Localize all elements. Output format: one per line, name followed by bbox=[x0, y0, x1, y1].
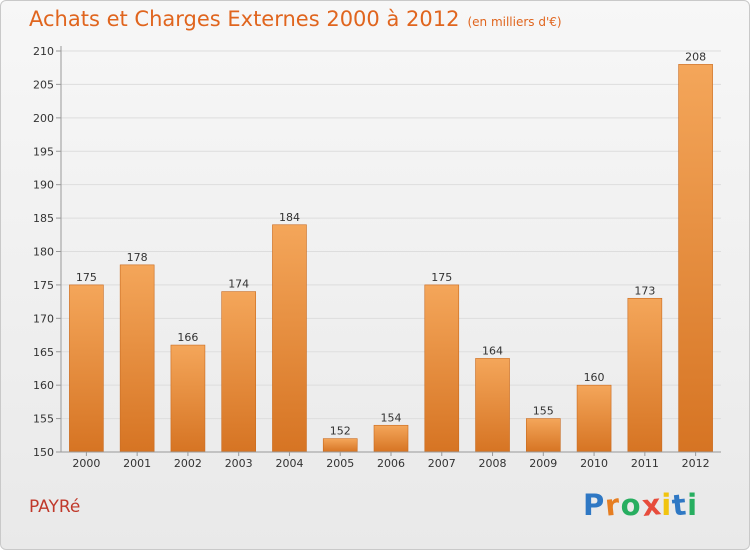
axes: 150 155 160 165 170 175 180 185 190 195 200 205 210 2… bbox=[33, 45, 721, 470]
y-tick-label: 205 bbox=[33, 78, 54, 91]
title-unit: (en milliers d'€) bbox=[467, 15, 562, 29]
bar-2002 bbox=[170, 344, 206, 453]
y-tick-label: 190 bbox=[33, 179, 54, 192]
grid-lines bbox=[61, 50, 721, 453]
bar-2011 bbox=[627, 297, 663, 453]
bar-2005 bbox=[322, 438, 358, 453]
logo-letter: i bbox=[661, 488, 673, 522]
bar-2012 bbox=[678, 64, 713, 453]
logo-letter: x bbox=[639, 487, 663, 523]
bar-value-label: 160 bbox=[584, 371, 605, 384]
bar-value-label: 175 bbox=[431, 271, 452, 284]
y-tick-label: 155 bbox=[33, 413, 54, 426]
y-tick-label: 200 bbox=[33, 112, 54, 125]
x-tick-label: 2012 bbox=[682, 457, 710, 470]
bar-value-label: 164 bbox=[482, 344, 503, 357]
y-tick-label: 160 bbox=[33, 379, 54, 392]
bar-value-label: 175 bbox=[76, 271, 97, 284]
bar-2004 bbox=[272, 224, 307, 453]
logo-letter: r bbox=[603, 487, 623, 523]
y-tick-label: 195 bbox=[33, 145, 54, 158]
bar-value-label: 184 bbox=[279, 211, 300, 224]
y-tick-label: 150 bbox=[33, 446, 54, 459]
proxiti-logo: Proxiti bbox=[583, 487, 699, 523]
bar-2010 bbox=[576, 384, 612, 453]
bar-value-label: 155 bbox=[533, 405, 554, 418]
y-tick-label: 165 bbox=[33, 346, 54, 359]
bar-2006 bbox=[373, 424, 409, 453]
x-tick-label: 2009 bbox=[529, 457, 557, 470]
y-tick-label: 180 bbox=[33, 246, 54, 259]
x-tick-label: 2003 bbox=[225, 457, 253, 470]
x-tick-label: 2006 bbox=[377, 457, 405, 470]
bar-value-label: 178 bbox=[127, 251, 148, 264]
bar-2003 bbox=[221, 291, 256, 453]
logo-letter: P bbox=[583, 488, 606, 522]
x-tick-label: 2010 bbox=[580, 457, 608, 470]
bars bbox=[69, 64, 713, 453]
y-tick-label: 175 bbox=[33, 279, 54, 292]
bar-2007 bbox=[424, 284, 460, 453]
y-tick-label: 210 bbox=[33, 45, 54, 58]
logo-letter: o bbox=[620, 488, 642, 522]
x-tick-label: 2001 bbox=[123, 457, 151, 470]
y-tick-label: 170 bbox=[33, 312, 54, 325]
bar-value-label: 154 bbox=[381, 411, 402, 424]
bar-value-label: 173 bbox=[634, 284, 655, 297]
bar-value-label: 208 bbox=[685, 50, 706, 63]
bar-2000 bbox=[69, 284, 104, 453]
bar-2001 bbox=[119, 264, 155, 453]
bar-value-label: 152 bbox=[330, 425, 351, 438]
x-tick-label: 2004 bbox=[275, 457, 303, 470]
bar-2008 bbox=[475, 358, 510, 453]
chart-title: Achats et Charges Externes 2000 à 2012 (e… bbox=[29, 7, 562, 31]
x-tick-label: 2008 bbox=[479, 457, 507, 470]
x-tick-label: 2011 bbox=[631, 457, 659, 470]
title-text: Achats et Charges Externes 2000 à 2012 bbox=[29, 7, 460, 31]
x-tick-label: 2000 bbox=[72, 457, 100, 470]
x-tick-label: 2007 bbox=[428, 457, 456, 470]
bar-value-labels: 175 178 166 174 184 152 154 175 164 155 160 173 208 bbox=[76, 50, 706, 437]
y-tick-label: 185 bbox=[33, 212, 54, 225]
bar-2009 bbox=[526, 418, 561, 453]
x-tick-label: 2002 bbox=[174, 457, 202, 470]
logo-letter: i bbox=[687, 488, 699, 522]
bar-value-label: 166 bbox=[177, 331, 198, 344]
x-tick-label: 2005 bbox=[326, 457, 354, 470]
bar-value-label: 174 bbox=[228, 278, 249, 291]
logo-letter: t bbox=[670, 487, 689, 523]
commune-name: PAYRé bbox=[29, 497, 81, 517]
